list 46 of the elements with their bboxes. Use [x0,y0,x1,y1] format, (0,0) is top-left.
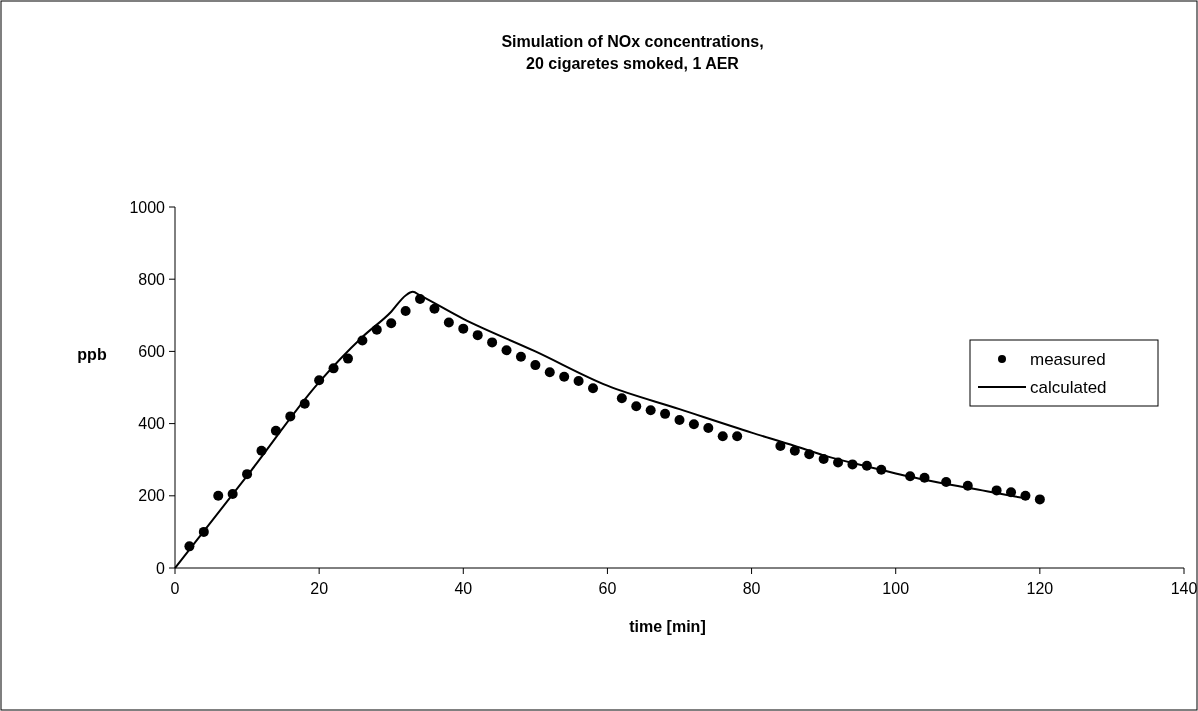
point [789,445,800,456]
point [544,367,555,378]
point [559,371,570,382]
x-tick-label: 40 [454,580,473,597]
point [472,330,483,341]
x-tick-label: 60 [598,580,617,597]
point [342,353,353,364]
x-tick-label: 80 [742,580,761,597]
point [400,305,411,316]
x-tick-label: 120 [1026,580,1054,597]
y-tick-label: 1000 [129,198,166,216]
point [458,323,469,334]
point [501,345,512,356]
y-tick-label: 200 [138,487,166,505]
y-axis-title: ppb [77,346,107,364]
point [645,405,656,416]
point [703,422,714,433]
x-tick-label: 140 [1170,580,1198,597]
y-tick-label: 400 [138,415,166,433]
point [732,431,743,442]
x-axis-title: time [min] [629,618,706,635]
x-tick-label: 0 [170,580,180,597]
point [1034,494,1045,505]
point [674,414,685,425]
y-tick-label: 0 [156,559,166,577]
point [616,393,627,404]
point [386,318,397,329]
point [515,351,526,362]
point [660,408,671,419]
point [429,303,440,314]
point [688,419,699,430]
point [588,383,599,394]
y-tick-label: 800 [138,270,166,288]
point [443,317,454,328]
point [213,490,224,501]
legend-label: calculated [1030,377,1107,397]
x-tick-label: 20 [310,580,329,597]
legend-label: measured [1030,349,1106,369]
point [631,401,642,412]
point [573,376,584,386]
point [530,360,541,371]
point [717,431,728,442]
x-tick-label: 100 [882,580,910,597]
chart-title: Simulation of NOx concentrations, 20 cigaretes smoked, 1 AER [501,33,764,72]
point [487,337,498,348]
y-tick-label: 600 [138,343,166,360]
